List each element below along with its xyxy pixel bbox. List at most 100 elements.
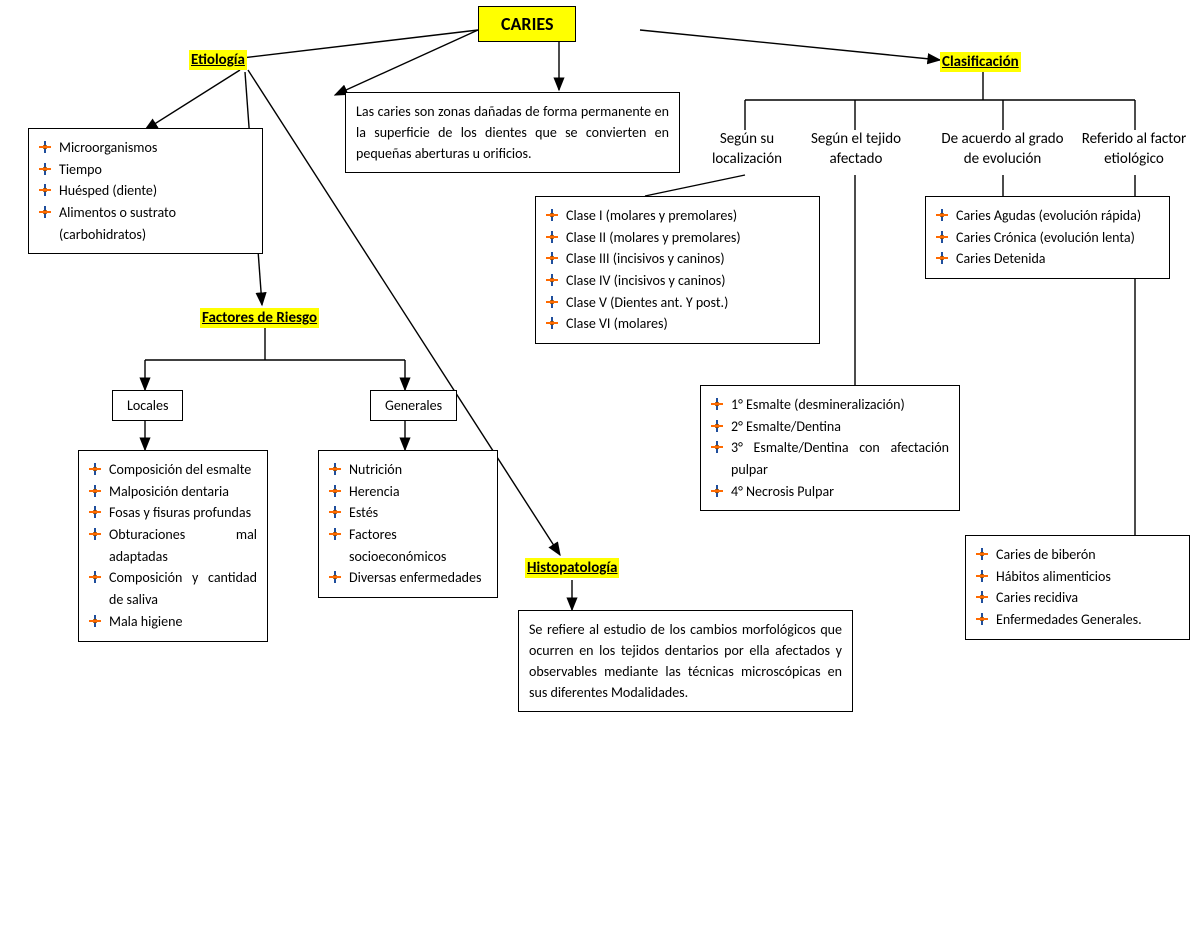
list-item-text: Composición y cantidad de saliva bbox=[109, 567, 257, 610]
connector-line bbox=[145, 70, 240, 130]
list-item: Clase V (Dientes ant. Y post.) bbox=[546, 292, 809, 314]
list-item-text: Herencia bbox=[349, 481, 487, 503]
label-etiologico: Referido al factor etiológico bbox=[1075, 130, 1193, 169]
label-evolucion: De acuerdo al grado de evolución bbox=[935, 130, 1070, 169]
list-item-text: Clase IV (incisivos y caninos) bbox=[566, 270, 809, 292]
label-localizacion: Según su localización bbox=[706, 130, 788, 169]
bullet-icon bbox=[936, 231, 948, 243]
label-factores: Factores de Riesgo bbox=[200, 308, 319, 328]
list-item: Factores socioeconómicos bbox=[329, 524, 487, 567]
bullet-icon bbox=[936, 252, 948, 264]
connector-line bbox=[225, 30, 478, 60]
bullet-icon bbox=[711, 485, 723, 497]
connector-line bbox=[335, 30, 478, 95]
list-item-text: Tiempo bbox=[59, 159, 252, 181]
list-item: Diversas enfermedades bbox=[329, 567, 487, 589]
label-tejido: Según el tejido afectado bbox=[806, 130, 906, 169]
list-item: Obturaciones mal adaptadas bbox=[89, 524, 257, 567]
bullet-icon bbox=[546, 209, 558, 221]
list-item-text: Malposición dentaria bbox=[109, 481, 257, 503]
list-item: Tiempo bbox=[39, 159, 252, 181]
list-item-text: Huésped (diente) bbox=[59, 180, 252, 202]
list-item-text: Nutrición bbox=[349, 459, 487, 481]
list-item: Caries Agudas (evolución rápida) bbox=[936, 205, 1159, 227]
list-item-text: Factores socioeconómicos bbox=[349, 524, 487, 567]
list-item-text: 1° Esmalte (desmineralización) bbox=[731, 394, 949, 416]
box-generales: NutriciónHerenciaEstésFactores socioecon… bbox=[318, 450, 498, 598]
box-locales: Composición del esmalteMalposición denta… bbox=[78, 450, 268, 642]
list-item: Composición y cantidad de saliva bbox=[89, 567, 257, 610]
list-item-text: Caries de biberón bbox=[996, 544, 1179, 566]
list-item: 4° Necrosis Pulpar bbox=[711, 481, 949, 503]
bullet-icon bbox=[711, 420, 723, 432]
list-item: Caries de biberón bbox=[976, 544, 1179, 566]
list-item: Caries Detenida bbox=[936, 248, 1159, 270]
bullet-icon bbox=[329, 506, 341, 518]
list-item-text: 4° Necrosis Pulpar bbox=[731, 481, 949, 503]
bullet-icon bbox=[976, 570, 988, 582]
bullet-icon bbox=[89, 528, 101, 540]
list-item: Enfermedades Generales. bbox=[976, 609, 1179, 631]
list-item-text: Clase VI (molares) bbox=[566, 313, 809, 335]
bullet-icon bbox=[976, 548, 988, 560]
list-item-text: Clase III (incisivos y caninos) bbox=[566, 248, 809, 270]
bullet-icon bbox=[39, 184, 51, 196]
bullet-icon bbox=[976, 591, 988, 603]
list-item-text: Enfermedades Generales. bbox=[996, 609, 1179, 631]
bullet-icon bbox=[39, 141, 51, 153]
bullet-icon bbox=[89, 506, 101, 518]
bullet-icon bbox=[39, 163, 51, 175]
list-item-text: Caries Agudas (evolución rápida) bbox=[956, 205, 1159, 227]
list-item: Herencia bbox=[329, 481, 487, 503]
label-locales: Locales bbox=[112, 390, 183, 421]
bullet-icon bbox=[89, 571, 101, 583]
connector-line bbox=[645, 175, 745, 196]
list-item-text: Caries recidiva bbox=[996, 587, 1179, 609]
bullet-icon bbox=[329, 528, 341, 540]
list-item-text: Obturaciones mal adaptadas bbox=[109, 524, 257, 567]
list-item-text: 3° Esmalte/Dentina con afectación pulpar bbox=[731, 437, 949, 480]
bullet-icon bbox=[546, 252, 558, 264]
list-item: Clase III (incisivos y caninos) bbox=[546, 248, 809, 270]
bullet-icon bbox=[39, 206, 51, 218]
list-item: Microorganismos bbox=[39, 137, 252, 159]
list-item: Estés bbox=[329, 502, 487, 524]
list-item-text: Fosas y fisuras profundas bbox=[109, 502, 257, 524]
label-etiologia: Etiología bbox=[189, 50, 247, 70]
list-item: Clase VI (molares) bbox=[546, 313, 809, 335]
list-item-text: Clase II (molares y premolares) bbox=[566, 227, 809, 249]
box-localizacion: Clase I (molares y premolares)Clase II (… bbox=[535, 196, 820, 344]
box-etiologico: Caries de biberónHábitos alimenticiosCar… bbox=[965, 535, 1190, 640]
list-item: Hábitos alimenticios bbox=[976, 566, 1179, 588]
label-generales: Generales bbox=[370, 390, 457, 421]
list-item-text: Alimentos o sustrato (carbohidratos) bbox=[59, 202, 252, 245]
bullet-icon bbox=[546, 317, 558, 329]
bullet-icon bbox=[89, 463, 101, 475]
list-item: Caries Crónica (evolución lenta) bbox=[936, 227, 1159, 249]
list-item-text: 2° Esmalte/Dentina bbox=[731, 416, 949, 438]
bullet-icon bbox=[329, 485, 341, 497]
bullet-icon bbox=[936, 209, 948, 221]
list-item-text: Composición del esmalte bbox=[109, 459, 257, 481]
bullet-icon bbox=[546, 231, 558, 243]
box-tejido: 1° Esmalte (desmineralización)2° Esmalte… bbox=[700, 385, 960, 511]
list-item-text: Caries Detenida bbox=[956, 248, 1159, 270]
list-item: Composición del esmalte bbox=[89, 459, 257, 481]
list-item: 2° Esmalte/Dentina bbox=[711, 416, 949, 438]
list-item: 1° Esmalte (desmineralización) bbox=[711, 394, 949, 416]
list-item: Caries recidiva bbox=[976, 587, 1179, 609]
bullet-icon bbox=[329, 571, 341, 583]
bullet-icon bbox=[711, 398, 723, 410]
list-item: Clase II (molares y premolares) bbox=[546, 227, 809, 249]
list-item: Clase I (molares y premolares) bbox=[546, 205, 809, 227]
bullet-icon bbox=[976, 613, 988, 625]
box-etiologia: MicroorganismosTiempoHuésped (diente)Ali… bbox=[28, 128, 263, 254]
list-item: Mala higiene bbox=[89, 611, 257, 633]
label-histopatologia: Histopatología bbox=[525, 558, 619, 578]
bullet-icon bbox=[89, 485, 101, 497]
list-item: Huésped (diente) bbox=[39, 180, 252, 202]
list-item-text: Clase I (molares y premolares) bbox=[566, 205, 809, 227]
bullet-icon bbox=[89, 615, 101, 627]
list-item-text: Clase V (Dientes ant. Y post.) bbox=[566, 292, 809, 314]
list-item-text: Hábitos alimenticios bbox=[996, 566, 1179, 588]
